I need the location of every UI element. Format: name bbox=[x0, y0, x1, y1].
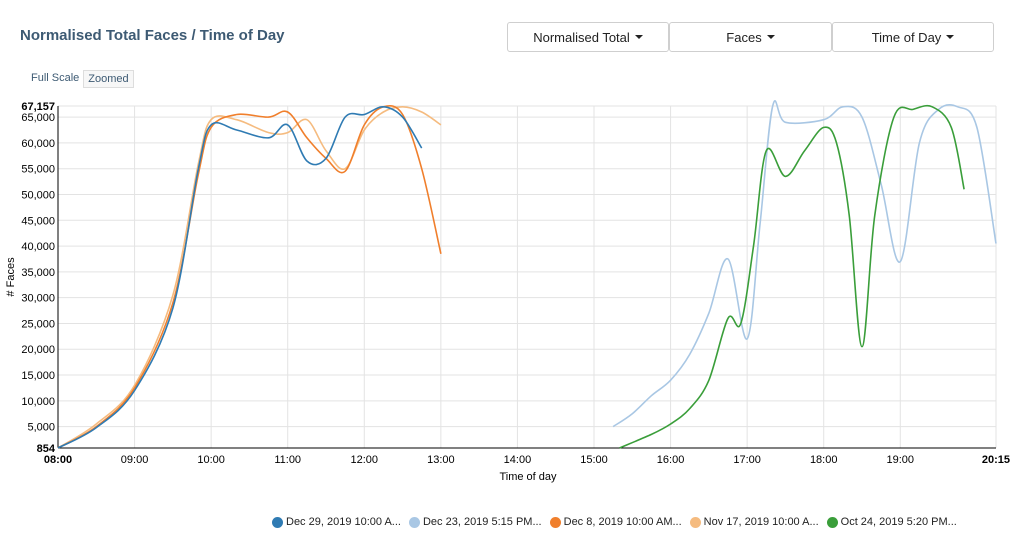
x-tick-label: 09:00 bbox=[121, 454, 149, 466]
series-line bbox=[619, 104, 965, 449]
y-tick-label: 854 bbox=[37, 443, 56, 455]
y-tick-label: 40,000 bbox=[21, 241, 55, 253]
zoomed-button[interactable]: Zoomed bbox=[83, 70, 134, 88]
y-tick-label: 55,000 bbox=[21, 164, 55, 176]
caret-down-icon bbox=[634, 35, 643, 39]
x-tick-label: 08:00 bbox=[44, 454, 72, 466]
legend-label: Dec 23, 2019 5:15 PM... bbox=[422, 516, 542, 528]
metric-dropdown[interactable]: Normalised Total bbox=[507, 22, 669, 52]
legend-swatch bbox=[826, 516, 838, 528]
y-tick-label: 25,000 bbox=[21, 318, 55, 330]
legend-swatch bbox=[689, 516, 701, 528]
scale-toggle: Full Scale Zoomed bbox=[27, 70, 134, 88]
x-tick-label: 16:00 bbox=[657, 454, 685, 466]
x-tick-label: 14:00 bbox=[504, 454, 532, 466]
metric-dropdown-label: Normalised Total bbox=[533, 29, 630, 45]
x-tick-label: 15:00 bbox=[580, 454, 608, 466]
caret-down-icon bbox=[766, 35, 775, 39]
legend-item[interactable]: Dec 8, 2019 10:00 AM... bbox=[549, 516, 682, 528]
y-tick-label: 5,000 bbox=[27, 422, 55, 434]
y-tick-label: 10,000 bbox=[21, 396, 55, 408]
caret-down-icon bbox=[946, 35, 955, 39]
y-tick-label: 50,000 bbox=[21, 189, 55, 201]
chart-legend: Dec 29, 2019 10:00 A... Dec 23, 2019 5:15… bbox=[272, 516, 965, 528]
y-tick-label: 67,157 bbox=[21, 101, 55, 113]
legend-label: Dec 29, 2019 10:00 A... bbox=[286, 516, 401, 528]
series-line bbox=[57, 105, 442, 449]
x-tick-label: 20:15 bbox=[982, 454, 1010, 466]
x-tick-label: 13:00 bbox=[427, 454, 455, 466]
dimension-dropdown[interactable]: Time of Day bbox=[832, 22, 994, 52]
y-tick-label: 30,000 bbox=[21, 293, 55, 305]
measure-dropdown-label: Faces bbox=[726, 29, 762, 45]
y-axis-title: # Faces bbox=[5, 257, 17, 297]
x-tick-label: 11:00 bbox=[274, 454, 301, 466]
legend-label: Dec 8, 2019 10:00 AM... bbox=[563, 516, 682, 528]
full-scale-button[interactable]: Full Scale bbox=[31, 72, 80, 84]
series-line bbox=[612, 100, 997, 428]
legend-swatch bbox=[408, 516, 420, 528]
y-tick-label: 45,000 bbox=[21, 215, 55, 227]
legend-item[interactable]: Dec 29, 2019 10:00 A... bbox=[272, 516, 401, 528]
x-tick-label: 18:00 bbox=[810, 454, 838, 466]
y-tick-label: 65,000 bbox=[21, 112, 55, 124]
x-axis-title: Time of day bbox=[499, 471, 557, 483]
y-tick-label: 35,000 bbox=[21, 267, 55, 279]
y-tick-label: 20,000 bbox=[21, 344, 55, 356]
x-tick-label: 19:00 bbox=[887, 454, 915, 466]
series-line bbox=[57, 104, 442, 449]
legend-item[interactable]: Dec 23, 2019 5:15 PM... bbox=[408, 516, 542, 528]
y-tick-label: 60,000 bbox=[21, 138, 55, 150]
legend-item[interactable]: Oct 24, 2019 5:20 PM... bbox=[826, 516, 957, 528]
line-chart: 854 5,000 10,000 15,000 20,000 25,000 30,000 35… bbox=[5, 100, 1010, 483]
y-tick-label: 15,000 bbox=[21, 370, 55, 382]
legend-swatch bbox=[549, 516, 561, 528]
legend-label: Nov 17, 2019 10:00 A... bbox=[703, 516, 819, 528]
measure-dropdown[interactable]: Faces bbox=[669, 22, 832, 52]
x-tick-label: 17:00 bbox=[733, 454, 761, 466]
series-line bbox=[57, 106, 423, 449]
dimension-dropdown-label: Time of Day bbox=[871, 29, 942, 45]
legend-swatch bbox=[272, 516, 283, 528]
legend-label: Oct 24, 2019 5:20 PM... bbox=[840, 516, 957, 528]
x-tick-label: 12:00 bbox=[351, 454, 379, 466]
chart-title: Normalised Total Faces / Time of Day bbox=[20, 27, 285, 44]
legend-item[interactable]: Nov 17, 2019 10:00 A... bbox=[689, 516, 819, 528]
x-tick-label: 10:00 bbox=[197, 454, 225, 466]
